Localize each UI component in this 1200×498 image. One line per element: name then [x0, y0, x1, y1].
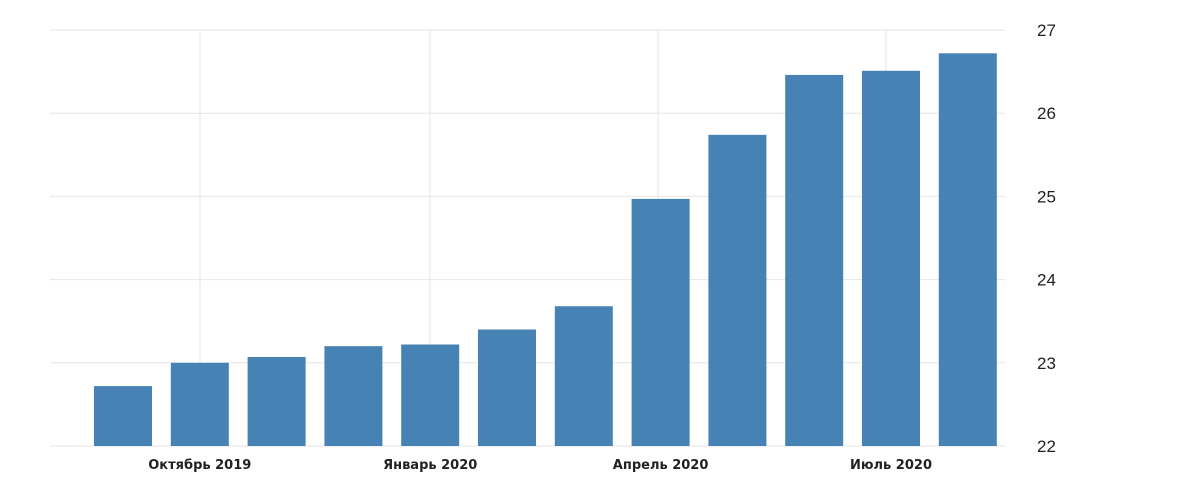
x-tick-label: Январь 2020	[383, 458, 477, 473]
bar	[247, 356, 306, 446]
bar	[785, 74, 844, 446]
bar	[631, 198, 690, 446]
bar	[554, 306, 613, 446]
bar	[94, 386, 152, 446]
x-tick-label: Апрель 2020	[613, 458, 709, 473]
x-tick-label: Октябрь 2019	[148, 458, 251, 473]
bar	[324, 346, 383, 446]
y-tick-label: 23	[1037, 354, 1056, 373]
bar	[938, 53, 997, 447]
y-tick-label: 26	[1037, 104, 1056, 123]
bar	[401, 344, 460, 446]
y-tick-label: 24	[1037, 271, 1056, 290]
bar	[478, 329, 536, 446]
bar	[170, 362, 229, 446]
x-axis-ticks: Октябрь 2019 Январь 2020 Апрель 2020 Июль 2…	[148, 458, 932, 473]
y-tick-label: 25	[1037, 187, 1056, 206]
y-axis-ticks: 22 23 24 25 26 27	[1037, 21, 1056, 456]
bar	[708, 134, 767, 446]
bar	[862, 70, 920, 446]
y-tick-label: 22	[1037, 437, 1056, 456]
y-tick-label: 27	[1037, 21, 1056, 40]
x-tick-label: Июль 2020	[850, 458, 932, 473]
bars	[94, 53, 997, 447]
